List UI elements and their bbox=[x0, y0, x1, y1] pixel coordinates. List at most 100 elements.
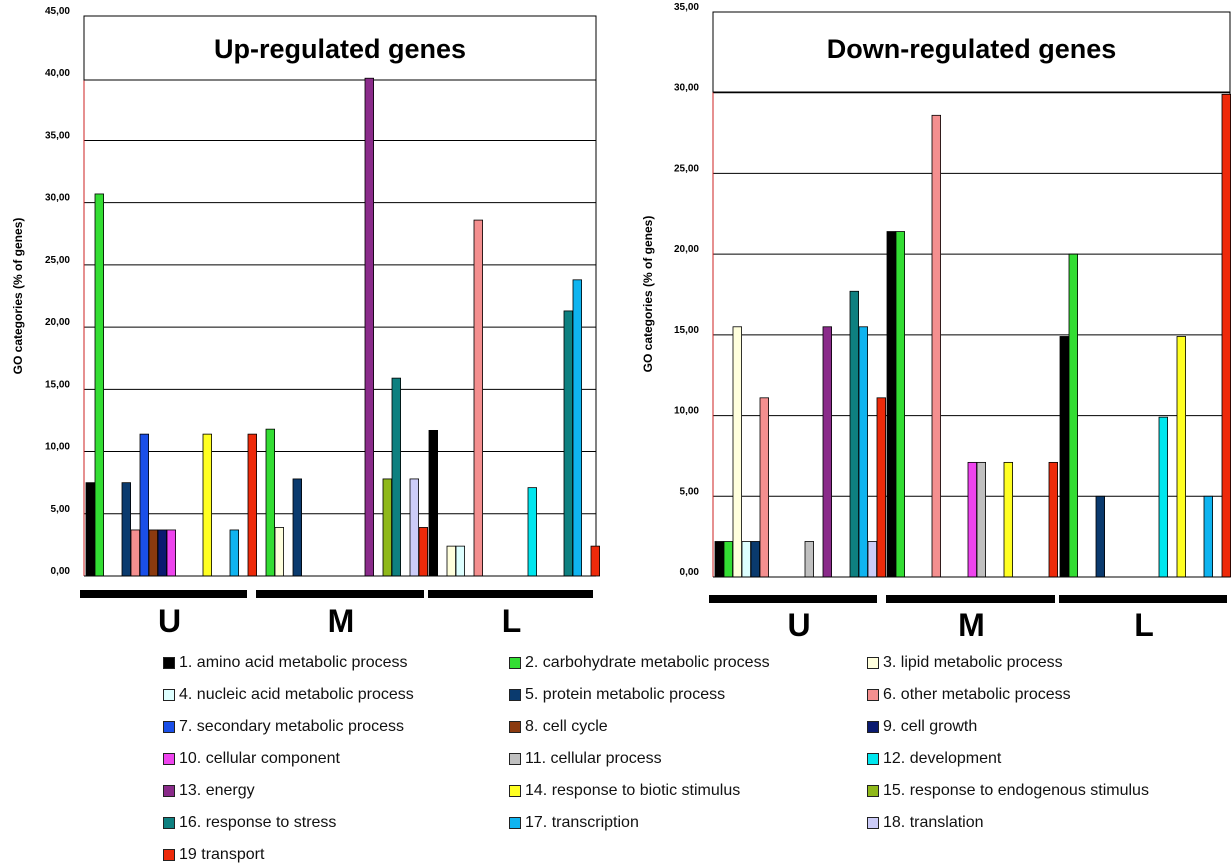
legend-swatch bbox=[867, 817, 879, 829]
bar bbox=[139, 433, 150, 577]
bar bbox=[1158, 416, 1169, 578]
legend-item: 4. nucleic acid metabolic process bbox=[163, 686, 414, 704]
bar bbox=[590, 545, 601, 577]
bar bbox=[1003, 461, 1014, 578]
y-tick-label: 5,00 bbox=[680, 486, 700, 497]
plot-area bbox=[84, 16, 596, 576]
legend-label: 12. development bbox=[883, 750, 1002, 767]
bar bbox=[157, 529, 168, 577]
y-tick-label: 15,00 bbox=[45, 379, 70, 390]
y-axis-label: GO categories (% of genes) bbox=[641, 216, 655, 373]
legend-label: 16. response to stress bbox=[179, 814, 337, 831]
y-tick-label: 10,00 bbox=[45, 442, 70, 453]
bar bbox=[247, 433, 258, 577]
bar bbox=[976, 461, 987, 578]
bar bbox=[455, 545, 466, 577]
bar bbox=[732, 326, 743, 578]
legend-label: 15. response to endogenous stimulus bbox=[883, 782, 1149, 799]
bar bbox=[274, 527, 285, 577]
bar bbox=[94, 193, 105, 577]
legend-swatch bbox=[163, 785, 175, 797]
legend-swatch bbox=[163, 721, 175, 733]
legend-swatch bbox=[867, 785, 879, 797]
bar bbox=[1059, 336, 1070, 578]
y-tick-label: 35,00 bbox=[45, 130, 70, 141]
legend-item: 11. cellular process bbox=[509, 750, 662, 768]
legend-swatch bbox=[509, 657, 521, 669]
title-box bbox=[712, 11, 1231, 93]
bar bbox=[572, 279, 583, 577]
group-bar bbox=[709, 595, 877, 603]
bar bbox=[876, 397, 887, 578]
legend-swatch bbox=[867, 721, 879, 733]
bar bbox=[382, 478, 393, 577]
legend-item: 6. other metabolic process bbox=[867, 686, 1071, 704]
group-label: M bbox=[958, 607, 985, 643]
bar bbox=[85, 482, 96, 577]
legend-item: 17. transcription bbox=[509, 814, 639, 832]
legend-item: 15. response to endogenous stimulus bbox=[867, 782, 1149, 800]
legend-label: 19 transport bbox=[179, 846, 265, 863]
legend-item: 14. response to biotic stimulus bbox=[509, 782, 740, 800]
bar bbox=[446, 545, 457, 577]
bar bbox=[822, 326, 833, 578]
legend-label: 14. response to biotic stimulus bbox=[525, 782, 741, 799]
bar bbox=[723, 541, 734, 578]
y-tick-label: 45,00 bbox=[45, 6, 70, 17]
bar bbox=[418, 527, 429, 577]
y-tick-label: 0,00 bbox=[51, 566, 71, 577]
legend-swatch bbox=[509, 753, 521, 765]
y-tick-label: 5,00 bbox=[51, 504, 71, 515]
legend-item: 13. energy bbox=[163, 782, 255, 800]
y-tick-label: 30,00 bbox=[674, 83, 699, 94]
legend-swatch bbox=[163, 657, 175, 669]
legend-swatch bbox=[163, 689, 175, 701]
bar bbox=[148, 529, 159, 577]
legend-label: 2. carbohydrate metabolic process bbox=[525, 654, 770, 671]
bar bbox=[364, 77, 375, 577]
bar bbox=[563, 310, 574, 577]
bar bbox=[967, 461, 978, 578]
bar bbox=[714, 541, 725, 578]
y-tick-label: 35,00 bbox=[674, 2, 699, 13]
bar bbox=[759, 397, 770, 578]
legend-swatch bbox=[509, 785, 521, 797]
group-bar bbox=[1059, 595, 1227, 603]
legend-label: 6. other metabolic process bbox=[883, 686, 1071, 703]
legend-label: 1. amino acid metabolic process bbox=[179, 654, 408, 671]
bar bbox=[741, 541, 752, 578]
bar bbox=[1203, 495, 1214, 578]
legend-label: 3. lipid metabolic process bbox=[883, 654, 1063, 671]
bar bbox=[428, 429, 439, 577]
bar bbox=[391, 377, 402, 577]
y-tick-label: 25,00 bbox=[674, 163, 699, 174]
legend-label: 7. secondary metabolic process bbox=[179, 718, 404, 735]
bar bbox=[229, 529, 240, 577]
bar bbox=[858, 326, 869, 578]
legend-swatch bbox=[509, 817, 521, 829]
bar bbox=[121, 482, 132, 577]
group-label: U bbox=[158, 603, 181, 639]
legend-swatch bbox=[867, 753, 879, 765]
legend-item: 18. translation bbox=[867, 814, 984, 832]
legend-label: 17. transcription bbox=[525, 814, 639, 831]
group-bar bbox=[428, 590, 593, 598]
bar bbox=[527, 487, 538, 577]
legend-item: 1. amino acid metabolic process bbox=[163, 654, 408, 672]
bar bbox=[409, 478, 420, 577]
legend-label: 10. cellular component bbox=[179, 750, 340, 767]
legend-item: 8. cell cycle bbox=[509, 718, 608, 736]
chart-title: Down-regulated genes bbox=[827, 34, 1117, 64]
y-tick-label: 30,00 bbox=[45, 193, 70, 204]
bar bbox=[804, 541, 815, 578]
legend-label: 18. translation bbox=[883, 814, 984, 831]
legend-item: 3. lipid metabolic process bbox=[867, 654, 1063, 672]
legend-label: 11. cellular process bbox=[525, 750, 662, 767]
group-label: L bbox=[502, 603, 522, 639]
bar bbox=[886, 231, 897, 578]
bar bbox=[130, 529, 141, 577]
y-tick-label: 20,00 bbox=[674, 244, 699, 255]
legend-item: 19 transport bbox=[163, 846, 264, 864]
